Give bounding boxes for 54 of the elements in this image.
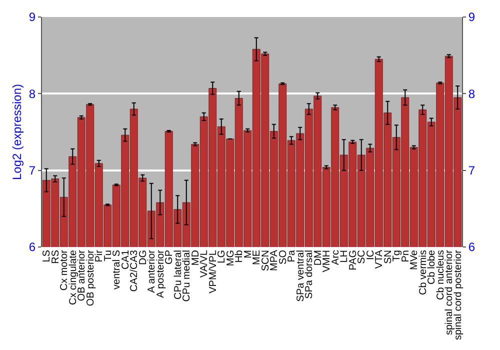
y-tick-label: 9 [28,10,36,24]
x-tick-label: LG [216,250,228,264]
x-tick-label: VMH [322,250,333,272]
x-tick-label: SCN [260,250,272,272]
x-tick-label: GP [164,250,176,264]
x-tick-label: LH [339,250,350,263]
y-tick-label: 6 [28,240,36,254]
x-tick-label: Pa [286,250,298,262]
y2-tick-label: 7 [468,164,476,178]
y2-tick-label: 8 [468,86,476,101]
x-tick-label: SO [278,250,289,264]
x-tick-label: PAG [348,250,359,270]
x-tick-label: Tu [102,250,114,262]
x-tick-label: Cb nucleus [435,250,446,300]
x-tick-label: Hb [234,250,246,263]
x-tick-label: OB anterior [76,249,88,302]
x-tick-label: LS [42,250,53,262]
x-tick-label: A posterior [155,249,166,298]
x-tick-label: CPu medial [182,250,193,302]
x-tick-label: M [242,250,254,258]
x-tick-label: CPu lateral [172,250,184,300]
x-tick-label: Cb vermis [418,250,429,296]
y-axis-title: Log2 (expression) [10,84,24,180]
x-tick-label: RS [50,250,62,264]
x-tick-label: Cx cingulate [68,250,79,306]
x-tick-label: MVe [409,250,420,270]
x-tick-label: Pir [94,249,106,262]
x-tick-label: SC [356,250,368,264]
x-tick-label: MG [225,250,236,266]
x-tick-label: DG [138,250,149,265]
x-tick-label: MPA [269,250,280,271]
x-tick-label: Cb lobe [426,250,438,284]
x-tick-label: CA2/CA3 [129,250,140,292]
x-tick-label: SPa dorsal [304,250,316,299]
x-tick-label: VTA [374,250,386,269]
x-tick-label: DM [312,250,324,266]
y-tick-label: 7 [28,164,36,178]
x-tick-label: spinal cord posterior [452,249,464,340]
x-tick-label: CA1 [120,250,132,270]
x-tick-label: ME [252,250,263,265]
x-tick-label: ventral S [112,250,123,290]
x-tick-label: VPM/VPL [208,250,219,294]
x-tick-label: Tg [392,250,403,262]
y-tick-label: 8 [28,86,36,101]
x-tick-label: spinal cord anterior [444,249,456,336]
x-tick-label: Pn [400,250,412,262]
x-tick-label: SPa ventral [295,250,306,302]
x-tick-label: SN [382,250,394,264]
x-tick-label: Arc [330,250,342,265]
y2-tick-label: 9 [468,10,476,24]
x-tick-label: IC [365,250,376,260]
y2-tick-label: 6 [468,240,476,254]
x-tick-label: OB posterior [85,249,96,306]
x-tick-label: A anterior [146,249,158,293]
